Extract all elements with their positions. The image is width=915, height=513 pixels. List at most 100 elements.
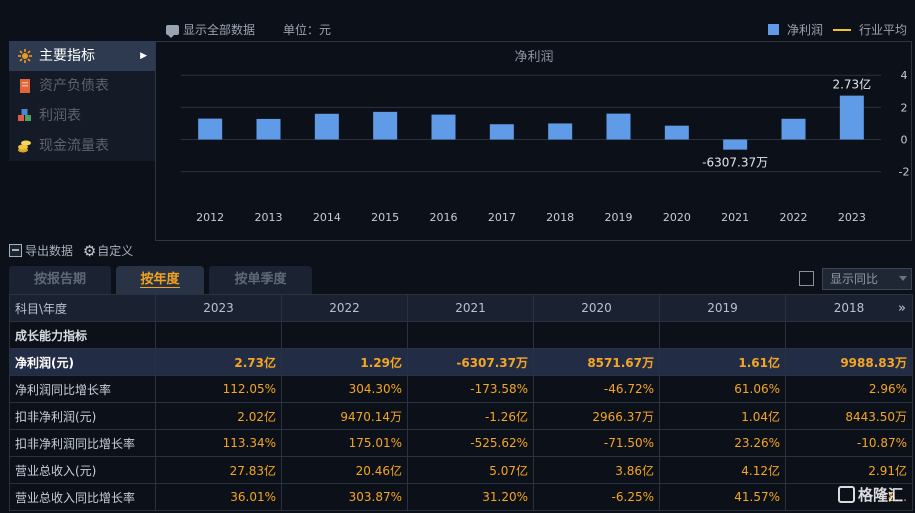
tab-by-quarter[interactable]: 按单季度	[209, 266, 312, 294]
year-header[interactable]: 2021	[407, 294, 534, 322]
table-cell: 112.05%	[155, 375, 282, 403]
customize-button[interactable]: ⚙自定义	[83, 242, 133, 260]
chevron-down-icon	[899, 276, 907, 281]
table-cell: 175.01%	[281, 429, 408, 457]
legend-line-swatch	[833, 29, 851, 31]
table-cell: -6307.37万	[407, 348, 534, 376]
table-cell: 2.73亿	[155, 348, 282, 376]
bar-2017[interactable]	[489, 124, 514, 140]
bar-2014[interactable]	[314, 113, 339, 140]
table-cell: 9988.83万	[785, 348, 913, 376]
menu-item-balance-sheet[interactable]: 资产负债表	[9, 71, 155, 101]
table-cell	[659, 321, 786, 349]
table-cell: 23.26%	[659, 429, 786, 457]
table-cell: 2.96%	[785, 375, 913, 403]
watermark-logo: 格隆汇	[838, 484, 903, 505]
bar-2022[interactable]	[781, 118, 806, 140]
year-header[interactable]: 2018»	[785, 294, 913, 322]
menu-item-income-statement[interactable]: 利润表	[9, 101, 155, 131]
table-cell: 8443.50万	[785, 402, 913, 430]
table-row: 成长能力指标	[9, 321, 913, 349]
legend-bar-label: 净利润	[787, 23, 824, 37]
table-cell: 8...	[785, 483, 913, 511]
yoy-checkbox[interactable]	[799, 271, 814, 286]
table-cell: -46.72%	[533, 375, 660, 403]
top-bar: 显示全部数据 单位：元 净利润 行业平均	[0, 16, 915, 42]
bar-2012[interactable]	[198, 118, 223, 140]
yoy-dropdown[interactable]: 显示同比	[822, 268, 912, 290]
watermark-text: 格隆汇	[858, 486, 904, 504]
row-label[interactable]: 成长能力指标	[9, 321, 156, 349]
table-cell	[533, 321, 660, 349]
row-label[interactable]: 净利润(元)	[9, 348, 156, 376]
tab-by-report-period[interactable]: 按报告期	[9, 266, 111, 294]
double-chevron-right-icon[interactable]: »	[898, 301, 906, 316]
chart-canvas: 净利润 2012 2013 2014 2015 2016 2017 2018 2019 2020…	[181, 50, 910, 224]
x-tick-label: 2015	[371, 211, 399, 224]
tab-label: 按单季度	[234, 272, 287, 287]
show-all-data-toggle[interactable]: 显示全部数据	[166, 21, 255, 38]
table-cell: 2966.37万	[533, 402, 660, 430]
y-tick-label: 0	[901, 134, 908, 147]
bar-2020[interactable]	[664, 125, 689, 140]
yoy-label: 显示同比	[830, 272, 879, 286]
cubes-icon	[18, 109, 31, 121]
y-tick-label: -2	[899, 166, 910, 179]
table-body: 成长能力指标 净利润(元) 2.73亿 1.29亿 -6307.37万 8571.67万 1…	[9, 321, 913, 511]
export-icon	[9, 244, 22, 257]
bar-2019[interactable]	[606, 113, 631, 140]
menu-label: 现金流量表	[39, 138, 109, 154]
table-header-row: 科目\年度 2023 2022 2021 2020 2019 2018»	[9, 294, 913, 322]
legend-net-profit[interactable]: 净利润	[768, 21, 823, 38]
bar-2023[interactable]	[839, 95, 864, 140]
table-row: 净利润(元) 2.73亿 1.29亿 -6307.37万 8571.67万 1.61亿 99…	[9, 348, 913, 376]
bar-2013[interactable]	[256, 118, 281, 140]
table-cell: -173.58%	[407, 375, 534, 403]
x-tick-label: 2017	[488, 211, 516, 224]
x-tick-label: 2019	[605, 211, 633, 224]
financial-table: 科目\年度 2023 2022 2021 2020 2019 2018» 成长能力指标 净利…	[9, 294, 913, 511]
coins-icon	[18, 140, 31, 153]
row-label[interactable]: 净利润同比增长率	[9, 375, 156, 403]
year-header[interactable]: 2019	[659, 294, 786, 322]
table-cell: 303.87%	[281, 483, 408, 511]
x-tick-label: 2014	[313, 211, 341, 224]
bar-2021[interactable]	[723, 139, 748, 150]
x-tick-label: 2021	[721, 211, 749, 224]
x-tick-label: 2018	[546, 211, 574, 224]
year-header[interactable]: 2022	[281, 294, 408, 322]
year-header[interactable]: 2020	[533, 294, 660, 322]
menu-item-main-indicators[interactable]: 主要指标 ▶	[9, 41, 155, 71]
menu-item-cash-flow[interactable]: 现金流量表	[9, 131, 155, 161]
table-cell: 9470.14万	[281, 402, 408, 430]
table-cell: 8571.67万	[533, 348, 660, 376]
bar-2018[interactable]	[548, 123, 573, 140]
bar-2016[interactable]	[431, 114, 456, 140]
row-label[interactable]: 营业总收入同比增长率	[9, 483, 156, 511]
chart-bars	[198, 95, 864, 150]
legend-bar-swatch	[768, 24, 779, 35]
row-label[interactable]: 扣非净利润同比增长率	[9, 429, 156, 457]
year-header[interactable]: 2023	[155, 294, 282, 322]
arrow-right-icon: ▶	[140, 51, 147, 61]
export-data-button[interactable]: 导出数据	[9, 242, 73, 259]
table-cell: -1.26亿	[407, 402, 534, 430]
legend-industry-average[interactable]: 行业平均	[833, 21, 907, 38]
tab-label: 按报告期	[33, 272, 86, 287]
table-cell: 1.29亿	[281, 348, 408, 376]
table-row: 营业总收入同比增长率 36.01% 303.87% 31.20% -6.25% 41.57…	[9, 483, 913, 511]
table-row: 扣非净利润同比增长率 113.34% 175.01% -525.62% -71.50% 2…	[9, 429, 913, 457]
row-label[interactable]: 营业总收入(元)	[9, 456, 156, 484]
table-row: 营业总收入(元) 27.83亿 20.46亿 5.07亿 3.86亿 4.12亿 2.91亿	[9, 456, 913, 484]
table-cell: -10.87%	[785, 429, 913, 457]
tab-by-year[interactable]: 按年度	[116, 266, 204, 294]
table-cell	[407, 321, 534, 349]
menu-label: 利润表	[39, 108, 81, 124]
row-label[interactable]: 扣非净利润(元)	[9, 402, 156, 430]
table-cell: 5.07亿	[407, 456, 534, 484]
table-cell: 2.02亿	[155, 402, 282, 430]
sidebar-menu: 主要指标 ▶ 资产负债表 利润表 现金流量表	[9, 41, 155, 161]
table-cell: 1.61亿	[659, 348, 786, 376]
x-tick-label: 2022	[780, 211, 808, 224]
bar-2015[interactable]	[373, 111, 398, 140]
